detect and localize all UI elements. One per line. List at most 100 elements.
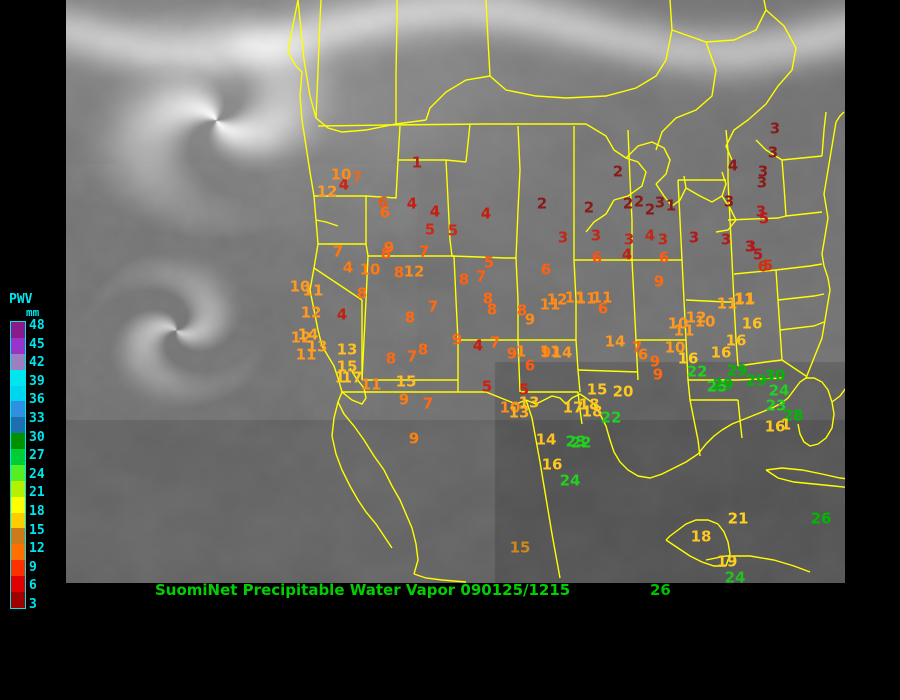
colorbar-tick-label: 15 bbox=[29, 522, 45, 538]
colorbar-tick-label: 21 bbox=[29, 485, 45, 501]
pwv-value-label: 1 bbox=[665, 196, 677, 215]
pwv-value-label: 19 bbox=[716, 552, 738, 571]
pwv-value-label: 29 bbox=[745, 371, 767, 390]
pwv-value-label: 8 bbox=[380, 244, 392, 263]
pwv-value-label: 11 bbox=[539, 295, 561, 314]
pwv-value-label: 1 bbox=[515, 342, 527, 361]
colorbar-tick-label: 24 bbox=[29, 466, 45, 482]
pwv-value-label: 14 bbox=[535, 430, 557, 449]
satellite-image-panel: 1 4 7 10 12 6 6 4 4 4 5 5 2 2 2 2 2 2 3 1 4 3 3 3 3 3 3 5 3 3 3 4 3 3 3 3 5 6… bbox=[66, 0, 845, 583]
pwv-value-label: 4 bbox=[472, 336, 484, 355]
pwv-value-label: 11 bbox=[734, 289, 756, 308]
pwv-value-label: 29 bbox=[726, 361, 748, 380]
pwv-value-label: 14 bbox=[604, 332, 626, 351]
pwv-value-label: 5 bbox=[752, 245, 764, 264]
pwv-value-label: 2 bbox=[622, 194, 634, 213]
pwv-value-label: 6 bbox=[524, 356, 536, 375]
pwv-value-label: 13 bbox=[336, 340, 358, 359]
pwv-value-label: 3 bbox=[757, 162, 769, 181]
pwv-value-label: 1 bbox=[411, 153, 423, 172]
pwv-value-label: 8 bbox=[385, 349, 397, 368]
pwv-value-label: 20 bbox=[612, 382, 634, 401]
pwv-value-label: 6 bbox=[597, 299, 609, 318]
pwv-color-legend: PWV mm 48 45 42 39 36 33 30 27 24 21 18 15 12 9 6 3 bbox=[0, 292, 66, 622]
colorbar-tick-label: 39 bbox=[29, 373, 45, 389]
pwv-value-label: 10 bbox=[330, 165, 352, 184]
pwv-value-label: 11 bbox=[539, 342, 561, 361]
pwv-value-label: 3 bbox=[745, 237, 757, 256]
colorbar-segment bbox=[11, 560, 25, 576]
pwv-value-label: 5 bbox=[447, 221, 459, 240]
pwv-value-label: 11 bbox=[360, 375, 382, 394]
pwv-value-label: 6 bbox=[658, 248, 670, 267]
pwv-value-label: 7 bbox=[351, 168, 363, 187]
pwv-value-label: 2 bbox=[612, 162, 624, 181]
pwv-value-label: 4 bbox=[621, 245, 633, 264]
pwv-value-label: 3 bbox=[769, 119, 781, 138]
colorbar-tick-label: 6 bbox=[29, 578, 37, 594]
colorbar-tick-label: 33 bbox=[29, 411, 45, 426]
pwv-value-label: 12 bbox=[403, 262, 425, 281]
colorbar-segment bbox=[11, 591, 25, 608]
colorbar-tick-label: 27 bbox=[29, 448, 45, 464]
pwv-value-label: 17 bbox=[341, 368, 363, 387]
pwv-value-label: 13 bbox=[508, 403, 530, 422]
pwv-value-label: 5 bbox=[424, 220, 436, 239]
pwv-value-label: 3 bbox=[688, 228, 700, 247]
pwv-value-label: 7 bbox=[406, 347, 418, 366]
pwv-value-label: 12 bbox=[685, 308, 707, 327]
pwv-value-label: 15 bbox=[336, 357, 358, 376]
pwv-value-label: 5 bbox=[481, 377, 493, 396]
pwv-value-label: 9 bbox=[451, 330, 463, 349]
pwv-value-label: 23 bbox=[765, 396, 787, 415]
pwv-value-label: 11 bbox=[302, 281, 324, 300]
pwv-value-label: 21 bbox=[727, 509, 749, 528]
colorbar-tick-label: 12 bbox=[29, 541, 45, 557]
pwv-value-label: 17 bbox=[562, 398, 584, 417]
pwv-value-label: 9 bbox=[383, 238, 395, 257]
colorbar-segment bbox=[11, 480, 25, 497]
colorbar-segment bbox=[11, 401, 25, 418]
pwv-value-label: 8 bbox=[417, 340, 429, 359]
pwv-value-label: 7 bbox=[332, 242, 344, 261]
pwv-value-label: 6 bbox=[591, 248, 603, 267]
colorbar-segment bbox=[11, 449, 25, 465]
pwv-value-label: 6 bbox=[377, 193, 389, 212]
map-borders-overlay bbox=[287, 0, 845, 583]
colorbar-tick-label: 3 bbox=[29, 597, 37, 612]
colorbar-segment bbox=[11, 576, 25, 592]
pwv-value-label: 4 bbox=[429, 202, 441, 221]
pwv-value-label: 9 bbox=[540, 343, 552, 362]
pwv-value-label: 29 bbox=[712, 375, 734, 394]
pwv-value-label: 10 bbox=[499, 398, 521, 417]
pwv-value-label: 10 bbox=[694, 312, 716, 331]
caption-trailing-value: 26 bbox=[650, 581, 671, 599]
colorbar-segment bbox=[11, 369, 25, 386]
map-caption: SuomiNet Precipitable Water Vapor 090125… bbox=[155, 581, 571, 599]
pwv-value-label: 14 bbox=[297, 325, 319, 344]
colorbar-segment bbox=[11, 337, 25, 354]
pwv-value-label: 12 bbox=[546, 290, 568, 309]
pwv-value-label: 15 bbox=[395, 372, 417, 391]
colorbar-tick-label: 48 bbox=[29, 318, 45, 333]
pwv-value-label: 8 bbox=[356, 284, 368, 303]
pwv-value-label: 3 bbox=[767, 143, 779, 162]
pwv-value-label: 3 bbox=[723, 192, 735, 211]
pwv-value-label: 3 bbox=[756, 173, 768, 192]
pwv-value-label: 11 bbox=[733, 290, 755, 309]
pwv-value-label: 10 bbox=[359, 260, 381, 279]
pwv-value-label: 6 bbox=[379, 203, 391, 222]
colorbar-segment bbox=[11, 544, 25, 561]
pwv-value-label: 11 bbox=[591, 288, 613, 307]
pwv-value-label: 3 bbox=[744, 237, 756, 256]
pwv-value-label: 6 bbox=[637, 345, 649, 364]
legend-title: PWV bbox=[9, 292, 33, 307]
pwv-value-label: 11 bbox=[295, 345, 317, 364]
pwv-value-label: 24 bbox=[768, 381, 790, 400]
pwv-value-label: 7 bbox=[489, 333, 501, 352]
pwv-value-label: 16 bbox=[741, 314, 763, 333]
pwv-value-label: 24 bbox=[724, 568, 746, 583]
pwv-value-label: 16 bbox=[764, 417, 786, 436]
pwv-value-label: 11 bbox=[673, 321, 695, 340]
